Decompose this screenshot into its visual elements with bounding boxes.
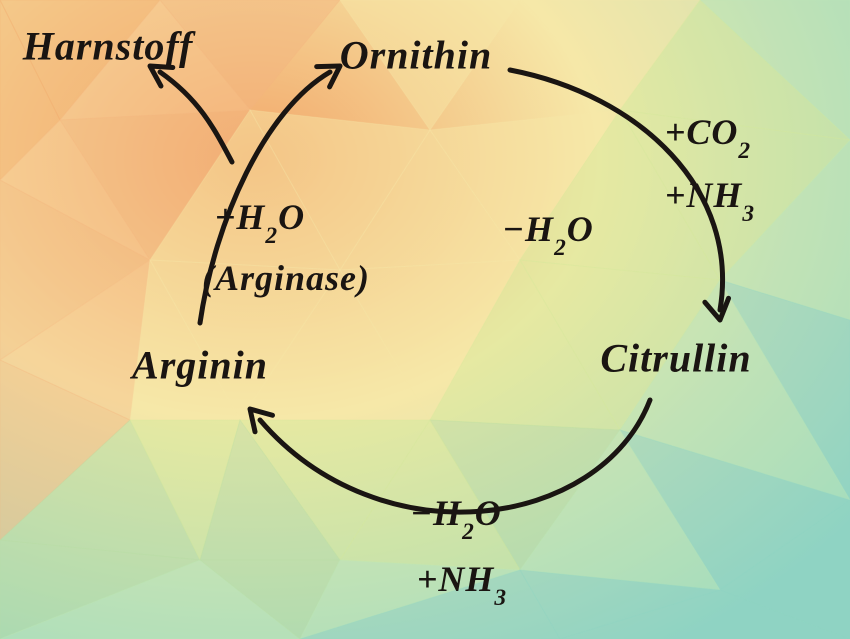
annot-h2o_b: −H2O — [410, 492, 502, 540]
arrow-branch_to_harnstoff — [160, 72, 232, 162]
annot-nh3_b: +NH3 — [417, 558, 507, 606]
node-harnstoff: Harnstoff — [23, 23, 194, 70]
node-arginin: Arginin — [132, 342, 268, 389]
annot-h2o_in: +H2O — [215, 196, 305, 244]
annot-h2o_a: −H2O — [502, 208, 594, 256]
annot-arginase: (Arginase) — [202, 257, 370, 299]
annot-nh3_a: +NH3 — [665, 174, 755, 222]
cycle-arrows — [0, 0, 850, 639]
arrowhead-orn_to_cit — [705, 298, 729, 320]
diagram-stage: Harnstoff Ornithin Citrullin Arginin +CO2 +NH… — [0, 0, 850, 639]
annot-co2: +CO2 — [665, 111, 751, 159]
node-citrullin: Citrullin — [600, 335, 751, 382]
node-ornithin: Ornithin — [340, 32, 493, 79]
